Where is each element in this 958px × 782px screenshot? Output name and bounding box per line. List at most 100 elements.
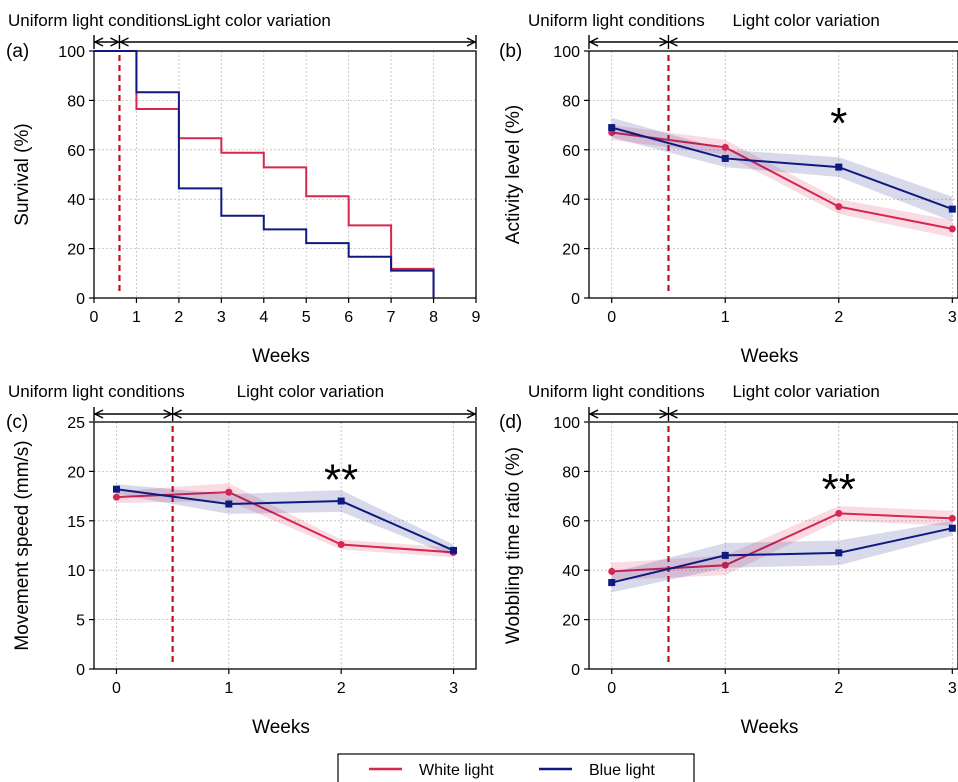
series-white-light-step-line	[94, 50, 435, 298]
series-white-light-point	[608, 567, 616, 575]
x-tick-label: 0	[607, 680, 616, 697]
x-tick-label: 4	[259, 309, 268, 326]
significance-marker: **	[822, 465, 856, 514]
series-group	[608, 117, 956, 238]
x-tick-label: 0	[112, 680, 121, 697]
y-tick-label: 20	[67, 242, 85, 259]
x-axis-label: Weeks	[741, 346, 799, 367]
x-tick-label: 1	[224, 680, 233, 697]
phase-label-variation: Light color variation	[732, 11, 879, 30]
arrow-head	[466, 409, 476, 419]
series-blue-light-point	[948, 524, 956, 532]
series-white-light-error-band	[116, 483, 454, 558]
x-tick-label: 6	[344, 309, 353, 326]
arrow-head	[94, 409, 104, 419]
y-axis-label: Activity level (%)	[503, 105, 524, 244]
x-tick-label: 1	[132, 309, 141, 326]
arrow-head	[94, 37, 104, 47]
y-tick-label: 100	[553, 44, 580, 61]
series-blue-light-step-line	[94, 50, 435, 298]
arrow-head	[120, 37, 129, 47]
y-axis-label: Movement speed (mm/s)	[12, 440, 33, 650]
y-tick-label: 0	[76, 662, 85, 679]
x-tick-label: 2	[174, 309, 183, 326]
x-tick-label: 3	[948, 680, 957, 697]
phase-label-variation: Light color variation	[237, 382, 384, 401]
y-tick-label: 100	[58, 44, 85, 61]
y-tick-label: 40	[562, 563, 580, 580]
arrow-head	[669, 409, 678, 419]
x-axis-label: Weeks	[252, 717, 310, 738]
legend-label-white: White light	[419, 762, 494, 779]
panel-letter: (d)	[499, 412, 522, 433]
y-tick-label: 20	[562, 242, 580, 259]
chart-panel-4: 0 1 2 3 0 20 40 60 80 100 Weeks Wobbling time ratio…	[499, 382, 958, 738]
panel-letter: (a)	[6, 41, 29, 62]
arrow-head	[669, 37, 678, 47]
series-white-light-point	[835, 203, 843, 211]
x-tick-label: 1	[721, 680, 730, 697]
x-tick-label: 3	[217, 309, 226, 326]
x-tick-label: 2	[834, 680, 843, 697]
legend: White light Blue light	[337, 753, 695, 782]
series-blue-light-point	[450, 546, 458, 554]
series-blue-light-point	[225, 500, 233, 508]
x-tick-label: 9	[472, 309, 481, 326]
y-tick-label: 40	[67, 192, 85, 209]
series-white-light-point	[225, 488, 233, 496]
plot-frame	[93, 50, 477, 299]
y-axis-label: Survival (%)	[12, 123, 33, 225]
y-tick-label: 80	[562, 93, 580, 110]
series-blue-light-line	[611, 126, 953, 211]
series-white-light-point	[112, 493, 120, 501]
series-blue-light-point	[835, 163, 843, 171]
y-tick-label: 60	[562, 514, 580, 531]
y-tick-label: 5	[76, 613, 85, 630]
x-tick-label: 7	[387, 309, 396, 326]
series-white-light-point	[721, 561, 729, 569]
series-white-light-line	[611, 131, 953, 230]
series-white-light-point	[835, 509, 843, 517]
series-blue-light-line	[116, 488, 454, 552]
arrow-head	[589, 409, 599, 419]
arrow-head	[466, 37, 476, 47]
y-tick-label: 40	[562, 192, 580, 209]
phase-label-uniform: Uniform light conditions	[8, 382, 185, 401]
significance-marker: **	[324, 455, 358, 504]
arrow-head	[659, 37, 668, 47]
x-tick-label: 3	[449, 680, 458, 697]
chart-panel-3: 0 1 2 3 0 5 10 15 20 25 Weeks Movement speed (mm/s)…	[6, 382, 477, 738]
y-tick-label: 25	[67, 415, 85, 432]
plot-frame	[588, 50, 958, 299]
series-white-light-point	[948, 514, 956, 522]
phase-label-variation: Light color variation	[732, 382, 879, 401]
y-tick-label: 80	[67, 93, 85, 110]
plot-frame	[588, 421, 958, 670]
arrow-head	[659, 409, 668, 419]
x-tick-label: 2	[834, 309, 843, 326]
series-white-light-line	[116, 491, 454, 554]
arrow-head	[163, 409, 172, 419]
series-blue-light-point	[112, 485, 120, 493]
x-tick-label: 0	[90, 309, 99, 326]
y-tick-label: 0	[571, 662, 580, 679]
panel-letter: (c)	[6, 412, 28, 433]
series-blue-light-point	[608, 124, 616, 132]
series-blue-light-point	[721, 551, 729, 559]
x-tick-label: 0	[607, 309, 616, 326]
y-tick-label: 60	[67, 143, 85, 160]
series-white-light-point	[721, 143, 729, 151]
series-white-light-point	[337, 541, 345, 549]
chart-panel-1: 0 1 2 3 4 5 6 7 8 9 0 20 40 60 80 100 Weeks Survival (%) (…	[6, 11, 481, 367]
series-blue-light-point	[608, 579, 616, 587]
x-tick-label: 3	[948, 309, 957, 326]
y-tick-label: 100	[553, 415, 580, 432]
y-tick-label: 60	[562, 143, 580, 160]
series-blue-light-point	[721, 154, 729, 162]
x-tick-label: 5	[302, 309, 311, 326]
phase-label-uniform: Uniform light conditions	[528, 382, 705, 401]
series-blue-light-line	[611, 527, 953, 584]
arrow-head	[589, 37, 599, 47]
y-tick-label: 20	[67, 464, 85, 481]
